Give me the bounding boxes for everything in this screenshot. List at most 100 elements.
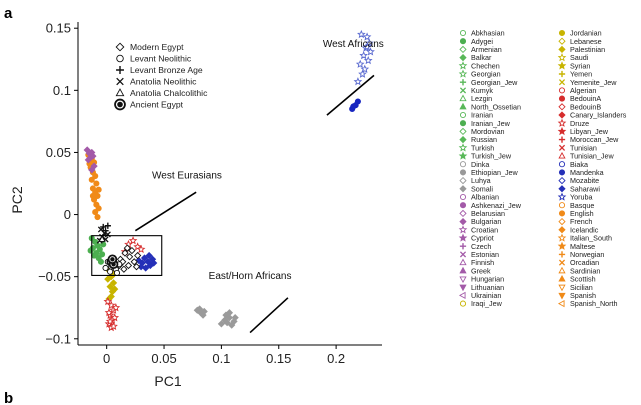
legend-marker [557,192,567,201]
legend-marker [458,291,466,300]
legend-label: Saudi [570,53,589,62]
legend-marker [459,284,467,292]
data-point [362,42,372,51]
legend-marker [558,161,566,168]
legend-label: Lezgin [471,94,492,103]
legend-label: BedouinA [570,94,601,103]
data-point [107,254,118,265]
data-point [120,265,128,273]
x-tick-label: 0.2 [327,351,345,366]
data-point [104,308,114,317]
legend-marker [558,226,566,234]
legend-label: Levant Bronze Age [130,65,203,75]
legend-label: Sicilian [570,283,593,292]
legend-label: Cypriot [471,234,494,243]
data-point [130,258,138,266]
legend-label: Anatolia Chalcolithic [130,88,208,98]
legend-marker [459,209,467,218]
data-point [103,296,113,306]
legend-label: Scottish [570,275,596,284]
data-point [223,319,231,327]
series-mandenka [349,98,361,113]
legend-label: Bulgarian [471,217,501,226]
legend-marker [558,136,566,143]
annotation-line [326,74,375,116]
data-point [128,246,136,255]
data-point [94,213,101,221]
legend-label: Maltese [570,242,595,251]
data-point [357,29,366,39]
legend-label: Syrian [570,61,590,70]
legend-marker [558,217,566,226]
data-point [225,309,234,317]
legend-marker [558,151,566,159]
legend-label: Georgian [471,70,501,79]
legend-marker [459,258,467,266]
legend-marker [458,69,468,78]
legend-marker [459,38,467,45]
legend-marker [459,217,467,226]
legend-marker [558,210,566,217]
legend-marker [558,79,566,86]
data-point [105,316,115,326]
legend-label: Mordovian [471,127,505,136]
data-point [111,285,119,293]
data-point [354,98,361,105]
legend-marker [459,276,467,284]
data-point [104,222,111,229]
data-point [102,264,109,272]
legend-label: Somali [471,184,493,193]
legend-label: Balkar [471,53,492,62]
data-point [362,32,372,41]
legend-marker [116,77,124,86]
annotation-label: East/Horn Africans [209,271,292,282]
legend-marker [557,233,567,242]
legend-marker [459,251,467,258]
legend-marker [116,54,124,63]
legend-label: Lebanese [570,37,602,46]
legend-marker [558,95,566,102]
legend-marker [459,161,467,168]
legend-label: Iranian_Jew [471,119,511,128]
legend-label: Spanish_North [570,299,618,308]
legend-label: Iraqi_Jew [471,299,503,308]
data-point [350,103,357,110]
data-point [366,47,375,56]
legend-marker [459,127,467,136]
legend-marker [459,111,467,119]
y-tick-label: −0.1 [45,331,71,346]
data-point [353,77,363,86]
legend-marker [459,176,467,185]
legend-marker [459,53,467,62]
legend-label: Druze [570,119,589,128]
series-anatolia-chalcolithic [98,235,106,242]
data-point [150,259,158,267]
legend-label: Biaka [570,160,588,169]
y-tick-label: 0.1 [53,83,71,98]
legend-label: Georgian_Jew [471,78,518,87]
legend-marker [557,299,565,308]
data-point [358,69,367,78]
legend-label: Saharawi [570,184,600,193]
data-point [104,275,112,283]
legend-marker [116,66,124,74]
data-point [231,314,239,322]
legend-marker [115,88,125,97]
legend-label: Ancient Egypt [130,100,184,110]
data-point [106,282,114,291]
legend-marker [558,176,566,185]
data-point [95,186,102,193]
legend-label: Orcadian [570,258,599,267]
annotation-label: West Africans [323,39,384,50]
legend-label: French [570,217,592,226]
data-point [89,192,96,199]
highlight-box [91,235,163,276]
data-point [124,261,133,270]
legend-marker [459,135,467,144]
legend-label: North_Ossetian [471,102,521,111]
data-point [132,263,141,271]
legend-marker [458,225,468,234]
legend-marker [557,241,567,250]
